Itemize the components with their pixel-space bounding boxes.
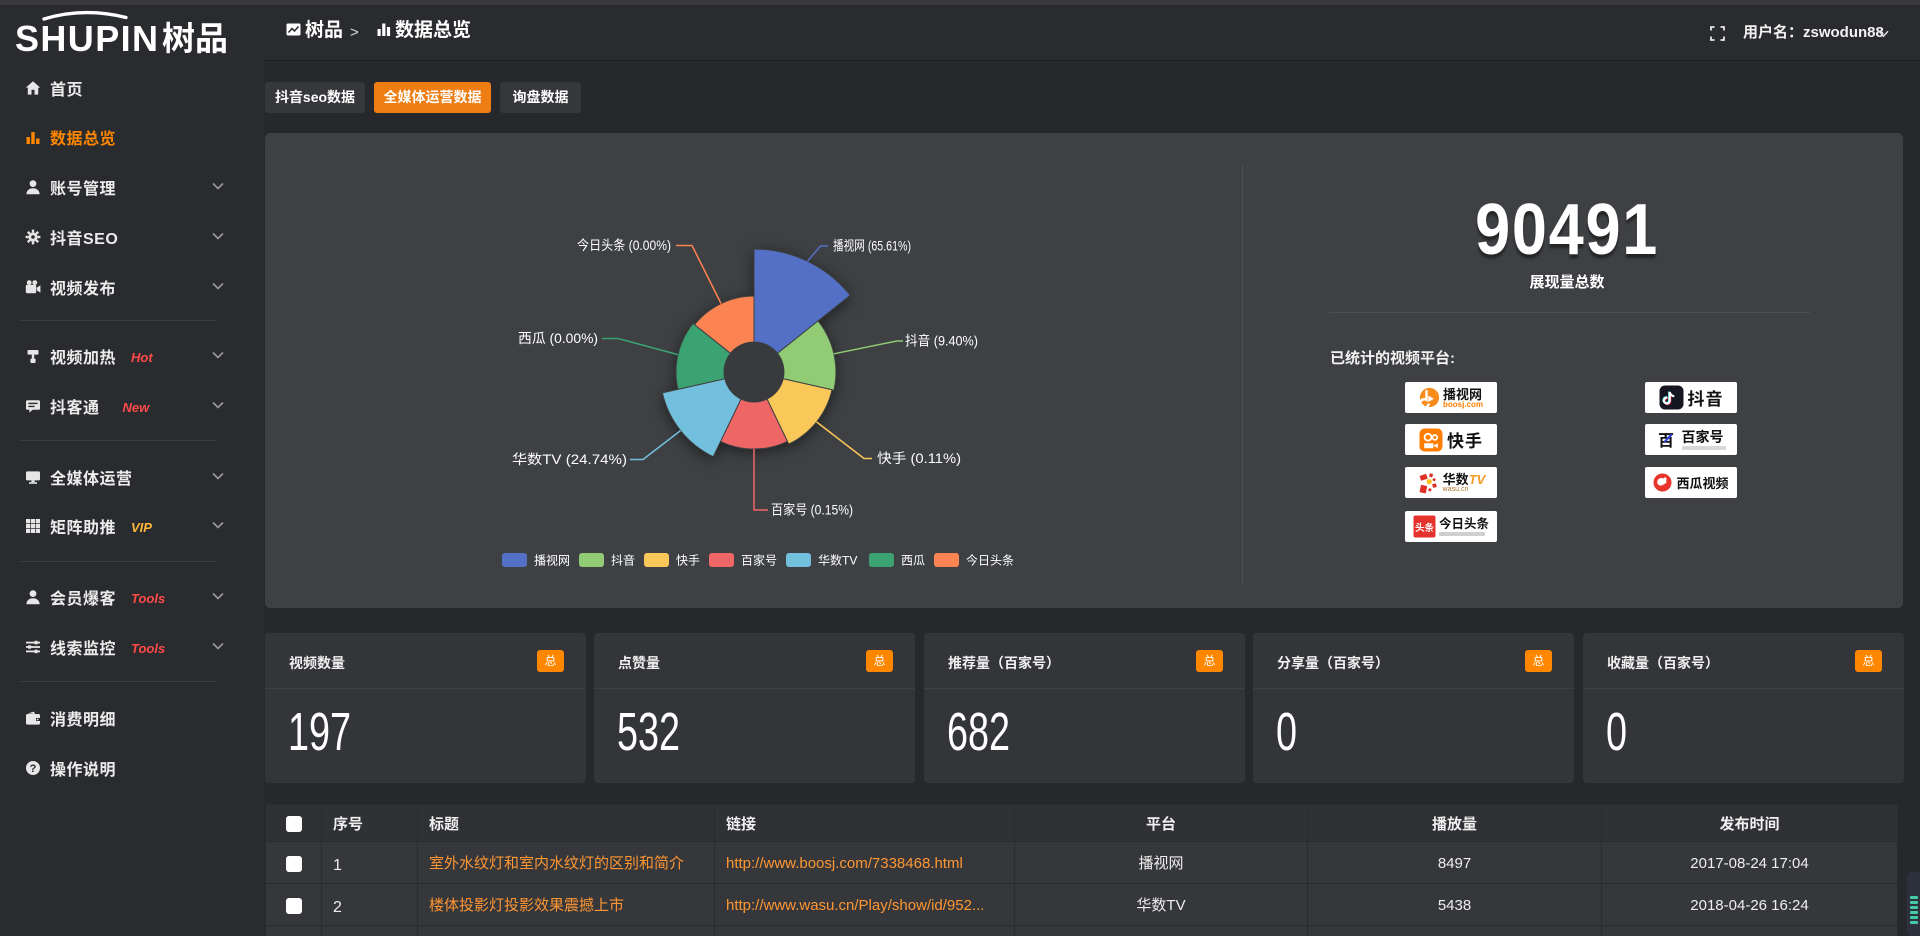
svg-text:百家号: 百家号 — [741, 552, 777, 569]
svg-text:抖音: 抖音 — [611, 552, 635, 569]
svg-text:今日头条 (0.00%): 今日头条 (0.00%) — [577, 234, 671, 254]
svg-text:西瓜 (0.00%): 西瓜 (0.00%) — [518, 327, 598, 347]
svg-text:播视网: 播视网 — [534, 552, 570, 569]
svg-text:播视网 (65.61%): 播视网 (65.61%) — [833, 235, 911, 255]
svg-text:今日头条: 今日头条 — [966, 552, 1014, 569]
svg-text:抖音 (9.40%): 抖音 (9.40%) — [905, 330, 978, 350]
svg-text:西瓜: 西瓜 — [901, 552, 925, 569]
svg-text:快手 (0.11%): 快手 (0.11%) — [877, 447, 961, 467]
svg-text:快手: 快手 — [676, 552, 700, 569]
svg-text:百家号 (0.15%): 百家号 (0.15%) — [771, 499, 853, 519]
svg-text:SHUPIN: SHUPIN — [15, 18, 158, 59]
svg-text:树品: 树品 — [162, 12, 228, 60]
svg-text:华数TV: 华数TV — [818, 552, 857, 569]
svg-text:?: ? — [30, 760, 37, 776]
svg-text:头条: 头条 — [1415, 520, 1435, 534]
svg-text:华数TV (24.74%): 华数TV (24.74%) — [512, 448, 627, 468]
